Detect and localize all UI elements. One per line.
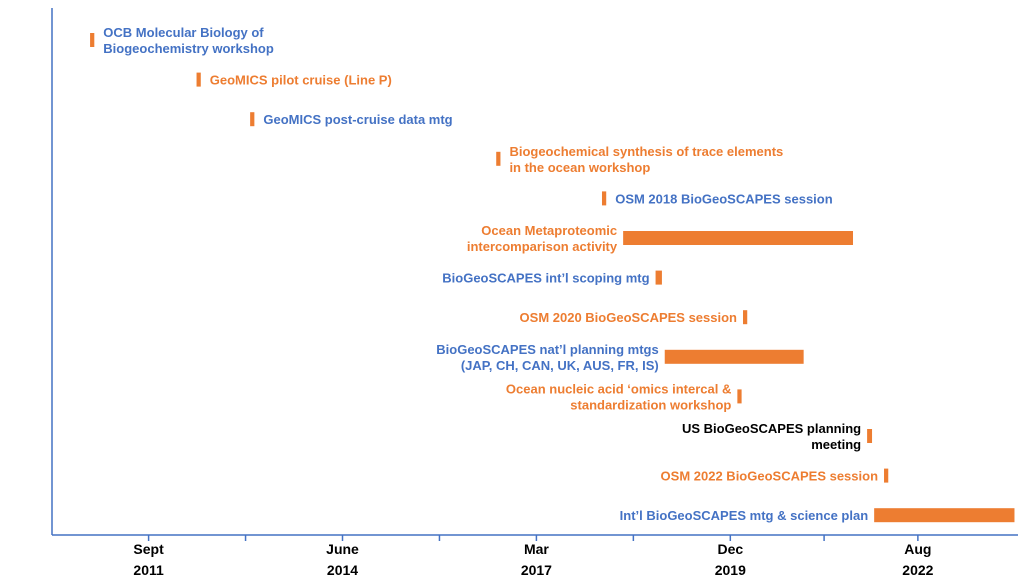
event-bar xyxy=(623,231,854,245)
event-bar xyxy=(737,389,742,404)
event-label: OSM 2018 BioGeoSCAPES session xyxy=(615,191,833,206)
event-bar xyxy=(250,112,255,127)
x-tick-year-label: 2022 xyxy=(902,562,933,578)
event-label: BioGeoSCAPES nat’l planning mtgs xyxy=(436,342,658,357)
event-bar xyxy=(496,151,501,166)
axes xyxy=(51,8,1018,541)
event-label: in the ocean workshop xyxy=(509,160,650,175)
event-bar xyxy=(655,270,662,285)
x-tick-year-label: 2017 xyxy=(521,562,552,578)
x-tick-month-label: Dec xyxy=(717,541,743,557)
event-label: Ocean Metaproteomic xyxy=(481,223,617,238)
event-label: GeoMICS pilot cruise (Line P) xyxy=(210,73,392,88)
event-bar xyxy=(601,191,607,206)
x-tick-year-label: 2011 xyxy=(133,562,164,578)
event-label: US BioGeoSCAPES planning xyxy=(682,421,861,436)
event-bar xyxy=(884,468,889,483)
event-bars xyxy=(90,33,1015,523)
event-bar xyxy=(867,429,873,443)
event-label: OCB Molecular Biology of xyxy=(103,25,264,40)
event-label: BioGeoSCAPES int’l scoping mtg xyxy=(442,271,649,286)
event-labels: OCB Molecular Biology ofBiogeochemistry … xyxy=(103,25,878,523)
event-bar xyxy=(90,33,95,47)
event-bar xyxy=(874,508,1015,523)
event-bar xyxy=(743,310,748,325)
event-label: Int’l BioGeoSCAPES mtg & science plan xyxy=(620,508,869,523)
event-bar xyxy=(664,349,804,364)
event-label: intercomparison activity xyxy=(467,239,618,254)
event-label: OSM 2022 BioGeoSCAPES session xyxy=(661,469,879,484)
event-label: GeoMICS post-cruise data mtg xyxy=(263,112,452,127)
event-label: (JAP, CH, CAN, UK, AUS, FR, IS) xyxy=(461,358,659,373)
x-tick-month-label: June xyxy=(326,541,359,557)
x-tick-month-label: Sept xyxy=(133,541,164,557)
event-label: Ocean nucleic acid ‘omics intercal & xyxy=(506,381,731,396)
x-tick-year-label: 2019 xyxy=(715,562,746,578)
x-tick-month-label: Aug xyxy=(904,541,931,557)
event-label: Biogeochemistry workshop xyxy=(103,41,274,56)
x-tick-year-label: 2014 xyxy=(327,562,358,578)
x-axis-tick-labels: Sept 2011 June 2014 Mar 2017 Dec 2019 Aug 2022 xyxy=(133,541,933,578)
event-bar xyxy=(196,72,201,87)
event-label: OSM 2020 BioGeoSCAPES session xyxy=(520,310,738,325)
event-label: standardization workshop xyxy=(570,397,731,412)
event-label: meeting xyxy=(811,437,861,452)
x-tick-month-label: Mar xyxy=(524,541,549,557)
event-label: Biogeochemical synthesis of trace elemen… xyxy=(509,144,783,159)
